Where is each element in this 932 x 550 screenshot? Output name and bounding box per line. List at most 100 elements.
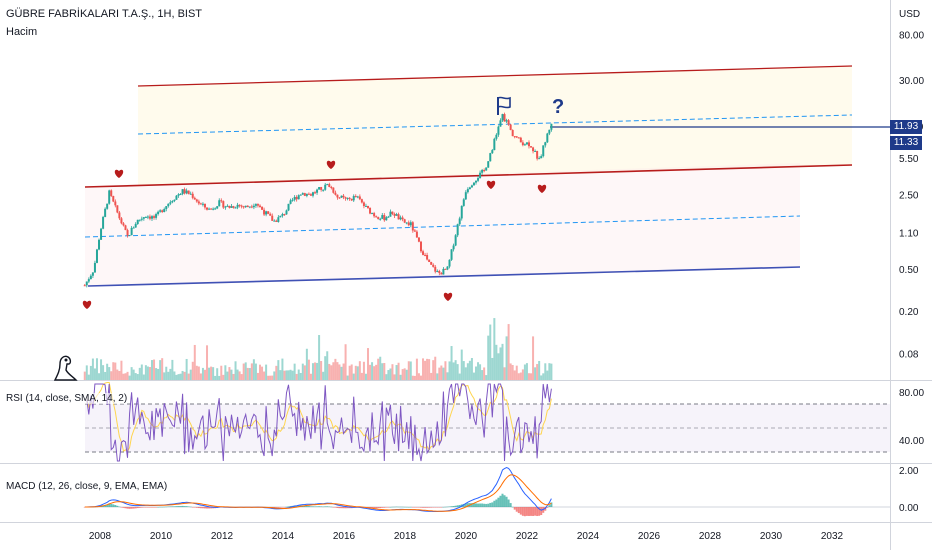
volume-bar — [393, 374, 396, 380]
macd-hist-bar — [163, 506, 166, 508]
heart-icon — [537, 184, 547, 193]
macd-hist-bar — [409, 506, 412, 508]
candle-body — [256, 204, 259, 206]
candle-body — [485, 167, 488, 171]
candle-body — [275, 220, 278, 222]
macd-hist-bar — [344, 507, 347, 509]
candle-body — [350, 198, 353, 201]
volume-bar — [436, 373, 439, 380]
macd-hist-bar — [314, 506, 317, 507]
macd-hist-bar — [144, 507, 147, 508]
macd-hist-bar — [497, 497, 500, 507]
volume-bar — [250, 363, 253, 380]
volume-bar — [161, 358, 164, 380]
candle-body — [413, 230, 416, 232]
candle-body — [175, 195, 178, 200]
volume-bar — [240, 374, 243, 380]
rsi-sma-line — [86, 382, 552, 453]
macd-hist-bar — [203, 507, 206, 509]
macd-hist-bar — [472, 503, 475, 507]
volume-bar — [407, 361, 410, 380]
candle-body — [100, 228, 103, 240]
volume-bar — [523, 364, 526, 380]
macd-hist-bar — [411, 507, 414, 508]
macd-hist-bar — [330, 506, 333, 508]
macd-hist-bar — [481, 503, 484, 507]
macd-hist-bar — [405, 506, 408, 508]
candle-body — [409, 222, 412, 226]
candle-body — [118, 212, 121, 219]
volume-bar — [254, 363, 257, 380]
candle-body — [519, 137, 522, 143]
heart-icon — [443, 292, 453, 301]
macd-hist-bar — [273, 507, 276, 508]
volume-bar — [338, 364, 341, 380]
macd-hist-bar — [381, 507, 384, 508]
volume-bar — [340, 366, 343, 380]
macd-hist-bar — [424, 507, 427, 508]
volume-bar — [389, 368, 392, 380]
last-price-tag: 11.93 — [890, 120, 922, 134]
macd-hist-bar — [442, 506, 445, 508]
macd-hist-bar — [470, 503, 473, 507]
heart-icon — [486, 180, 496, 189]
macd-hist-bar — [532, 507, 535, 516]
volume-bar — [419, 375, 422, 380]
macd-hist-bar — [155, 507, 158, 508]
volume-bar — [195, 365, 198, 380]
heart-markers — [82, 160, 547, 309]
volume-bar — [519, 372, 522, 380]
volume-bar — [303, 365, 306, 380]
year-tick-label: 2016 — [333, 531, 356, 542]
macd-hist-bar — [328, 506, 331, 508]
candle-body — [291, 199, 294, 201]
volume-bar — [344, 344, 347, 380]
volume-bar — [538, 360, 541, 380]
volume-bar — [134, 373, 137, 380]
macd-hist-bar — [395, 506, 398, 508]
macd-hist-bar — [377, 507, 380, 509]
volume-bar — [501, 343, 504, 380]
volume-bar — [417, 373, 420, 380]
macd-hist-bar — [208, 507, 211, 509]
candle-body — [138, 219, 141, 221]
macd-hist-bar — [146, 507, 149, 508]
candle-body — [373, 213, 376, 217]
macd-hist-bar — [509, 503, 512, 507]
macd-hist-bar — [446, 506, 449, 508]
volume-bar — [307, 359, 310, 380]
candle-body — [238, 204, 241, 206]
candle-body — [250, 206, 253, 208]
candle-body — [444, 268, 447, 270]
rsi-line — [86, 383, 552, 462]
candle-body — [150, 216, 153, 219]
macd-hist-bar — [114, 505, 117, 507]
candle-body — [293, 196, 296, 200]
volume-bar — [472, 372, 475, 380]
rsi-tick-label: 80.00 — [899, 388, 924, 399]
volume-bar — [114, 362, 117, 380]
macd-hist-bar — [295, 505, 298, 507]
macd-hist-bar — [454, 505, 457, 507]
volume-bar — [466, 363, 469, 380]
volume-bar — [332, 362, 335, 380]
volume-bar — [163, 372, 166, 380]
candle-body — [236, 204, 239, 208]
price-pane[interactable] — [0, 0, 890, 380]
macd-hist-bar — [281, 507, 284, 508]
channel-top-line — [137, 65, 853, 87]
volume-bar — [411, 375, 414, 380]
volume-bar — [513, 370, 516, 380]
macd-hist-bar — [287, 506, 290, 507]
candle-body — [177, 194, 180, 196]
macd-hist-bar — [389, 506, 392, 508]
candle-body — [212, 208, 215, 210]
macd-hist-bar — [462, 503, 465, 507]
macd-hist-bar — [138, 507, 141, 508]
macd-hist-bar — [373, 507, 376, 509]
volume-bar — [191, 361, 194, 380]
candle-body — [155, 214, 158, 218]
macd-hist-bar — [136, 507, 139, 509]
macd-hist-bar — [108, 503, 111, 507]
